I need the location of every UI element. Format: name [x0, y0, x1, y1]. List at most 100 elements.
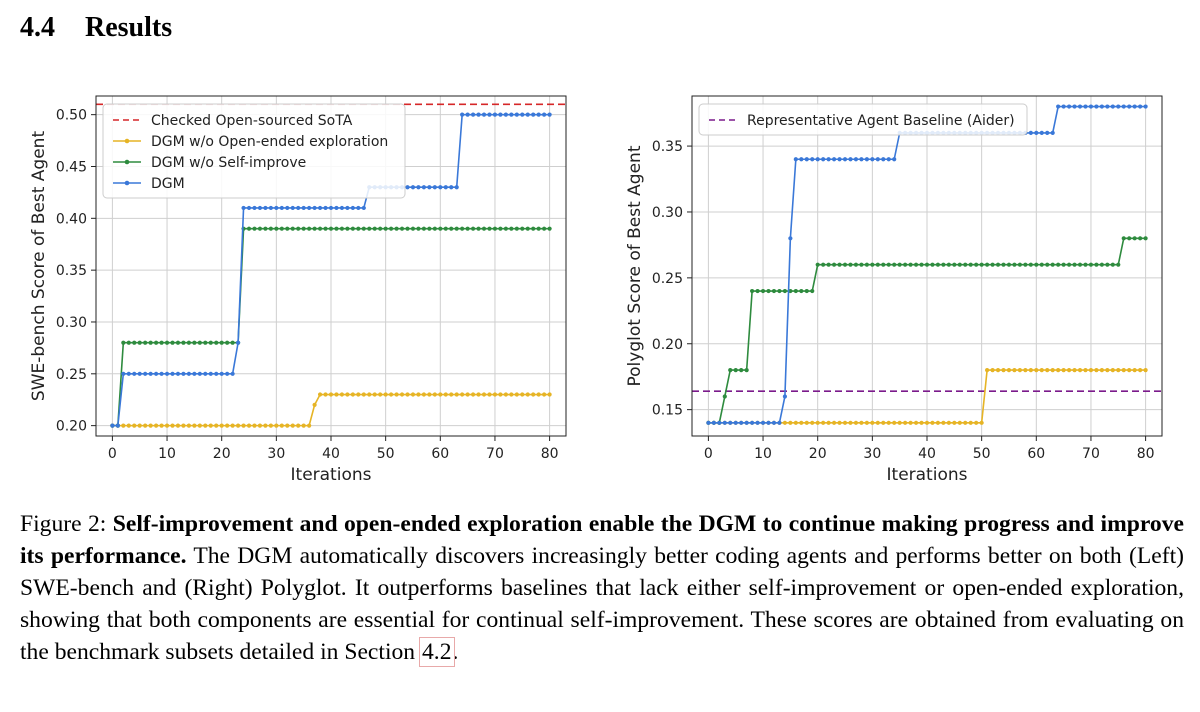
data-point — [170, 340, 175, 345]
data-point — [126, 371, 131, 376]
data-point — [1138, 104, 1143, 109]
data-point — [831, 157, 837, 162]
data-point — [804, 288, 809, 294]
data-point — [296, 423, 301, 428]
x-tick-label: 60 — [1027, 446, 1045, 462]
section-ref-link[interactable]: 4.2 — [419, 637, 455, 667]
data-point — [1094, 104, 1099, 109]
data-point — [542, 112, 547, 117]
data-point — [492, 392, 498, 397]
data-point — [1127, 236, 1132, 241]
data-point — [498, 392, 503, 397]
data-point — [307, 205, 312, 211]
data-point — [132, 340, 137, 345]
swe-bench-chart: 0 10 20 30 40 50 60 70 80 0.20 0.25 0.30 0.35 0.40 0.4… — [29, 95, 567, 485]
x-tick-label: 70 — [486, 446, 504, 462]
data-point — [290, 226, 295, 231]
y-tick-label: 0.35 — [652, 139, 683, 155]
data-point — [831, 420, 837, 425]
data-point — [389, 392, 394, 397]
data-point — [378, 226, 383, 231]
data-point — [1050, 368, 1055, 373]
data-point — [974, 262, 979, 267]
data-point — [1061, 262, 1066, 267]
data-point — [963, 262, 968, 267]
data-point — [793, 288, 798, 294]
caption-bold-text: Self-improvement and open-ended explorat… — [20, 511, 1184, 569]
data-point — [159, 340, 164, 345]
legend-label: DGM w/o Open-ended exploration — [151, 134, 388, 150]
data-point — [181, 423, 186, 428]
data-point — [132, 423, 137, 428]
data-point — [476, 226, 481, 231]
data-point — [235, 340, 241, 345]
data-point — [1050, 262, 1055, 267]
data-point — [799, 288, 804, 294]
data-point — [1012, 368, 1017, 373]
data-point — [361, 205, 366, 211]
data-point — [766, 420, 771, 425]
data-point — [935, 420, 941, 425]
legend-marker — [124, 180, 130, 186]
data-point — [1083, 262, 1088, 267]
data-point — [509, 226, 514, 231]
data-point — [799, 157, 804, 162]
data-point — [230, 371, 235, 376]
data-point — [793, 157, 798, 162]
data-point — [1034, 368, 1039, 373]
data-point — [427, 185, 432, 190]
y-tick-label: 0.30 — [652, 205, 683, 221]
data-point — [864, 420, 869, 425]
data-point — [339, 392, 345, 397]
data-point — [919, 420, 924, 425]
data-point — [1006, 262, 1012, 267]
data-point — [985, 262, 990, 267]
data-point — [268, 423, 273, 428]
data-point — [143, 371, 148, 376]
data-point — [1143, 236, 1148, 241]
y-tick-label: 0.30 — [56, 315, 87, 331]
data-point — [1061, 104, 1066, 109]
data-point — [881, 420, 886, 425]
data-point — [154, 371, 159, 376]
data-point — [208, 340, 213, 345]
data-point — [410, 392, 416, 397]
data-point — [1056, 262, 1061, 267]
data-point — [870, 262, 875, 267]
data-point — [1099, 104, 1104, 109]
data-point — [1001, 262, 1006, 267]
data-point — [263, 423, 268, 428]
data-point — [930, 420, 935, 425]
data-point — [394, 392, 399, 397]
data-point — [328, 392, 334, 397]
data-point — [536, 392, 541, 397]
data-point — [859, 420, 864, 425]
data-point — [531, 226, 536, 231]
data-point — [470, 112, 476, 117]
data-point — [886, 420, 891, 425]
data-point — [405, 185, 410, 190]
data-point — [132, 371, 137, 376]
y-tick-label: 0.20 — [652, 337, 683, 353]
data-point — [1006, 368, 1012, 373]
data-point — [192, 340, 197, 345]
data-point — [181, 371, 186, 376]
data-point — [514, 226, 519, 231]
data-point — [148, 423, 153, 428]
data-point — [760, 288, 766, 294]
caption-body-text: The DGM automatically discovers increasi… — [20, 543, 1184, 665]
data-point — [788, 420, 793, 425]
data-point — [460, 112, 465, 117]
y-tick-label: 0.50 — [56, 108, 87, 124]
data-point — [826, 420, 831, 425]
data-point — [1066, 262, 1072, 267]
legend-box — [102, 103, 406, 199]
data-point — [1056, 368, 1061, 373]
data-point — [520, 226, 525, 231]
data-point — [941, 420, 946, 425]
data-point — [219, 340, 224, 345]
data-point — [121, 423, 126, 428]
data-point — [290, 423, 295, 428]
data-point — [842, 262, 848, 267]
